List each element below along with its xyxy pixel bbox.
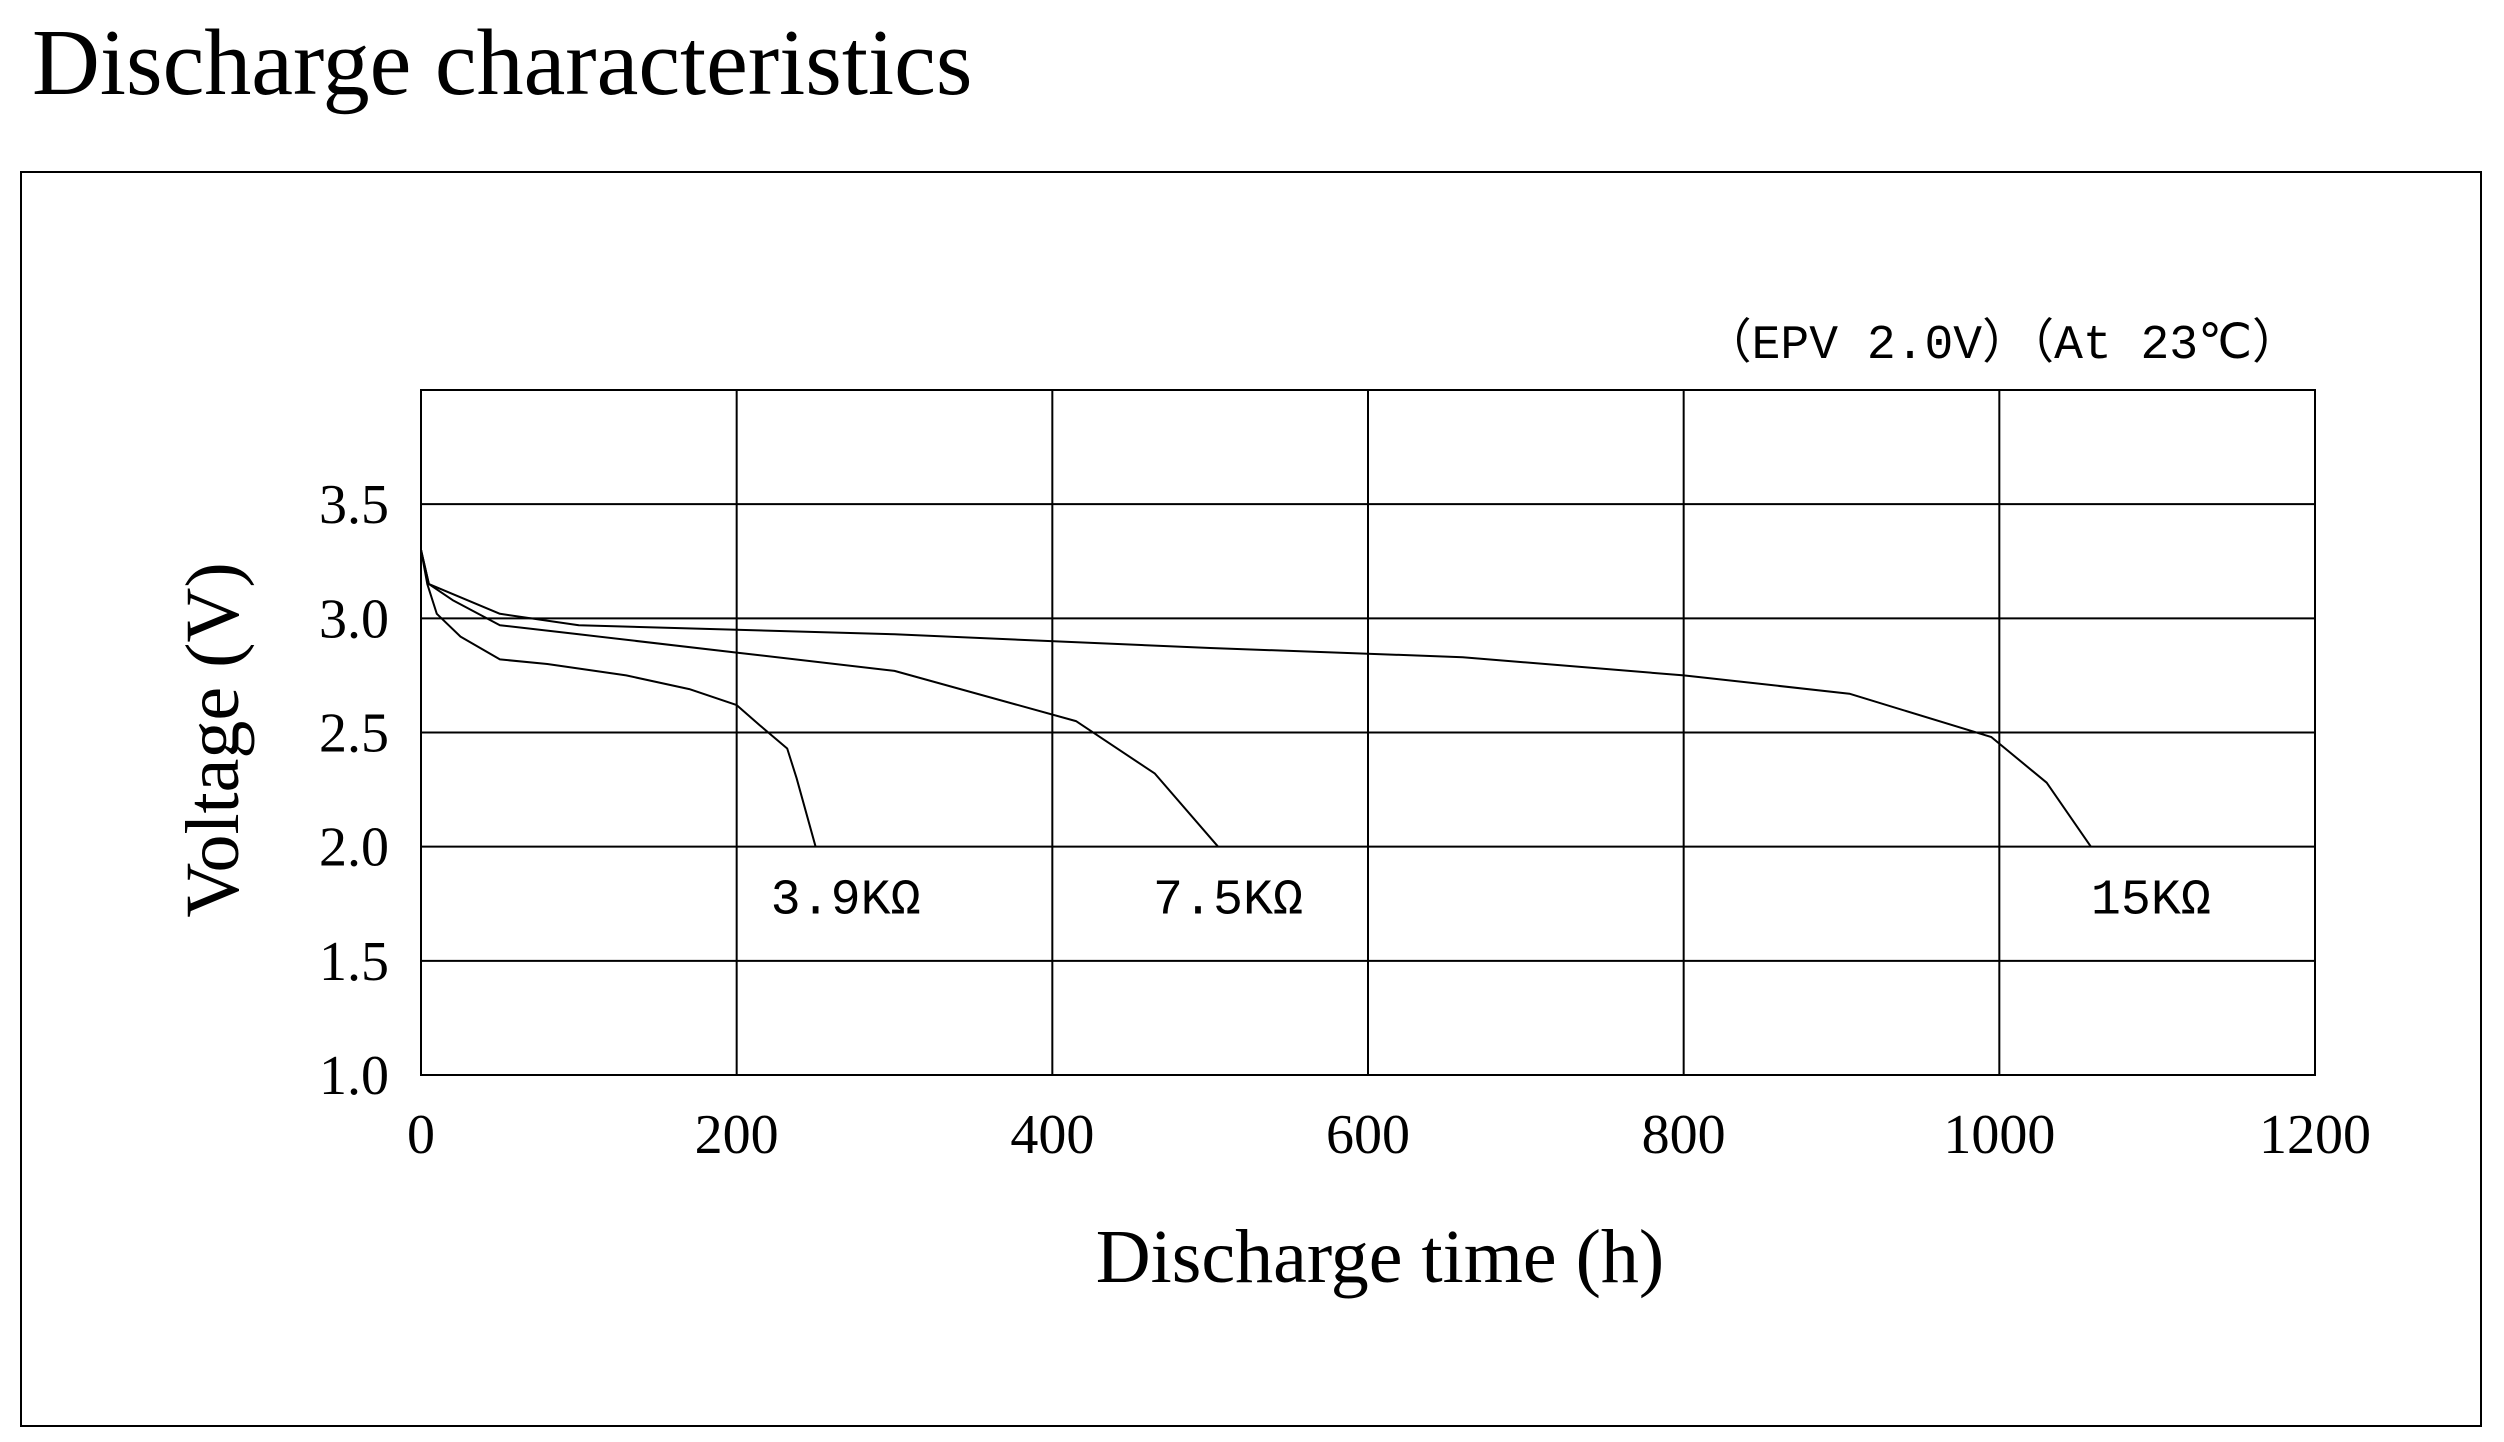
- y-tick-label: 1.0: [319, 1045, 389, 1107]
- series-end-label: 7.5KΩ: [1153, 873, 1303, 930]
- series-lines: [420, 549, 2092, 848]
- x-tick-label: 600: [1326, 1104, 1410, 1166]
- conditions-annotation: （EPV 2.0V）（At 23℃）: [1704, 317, 2300, 373]
- axes: [420, 389, 2316, 1076]
- series-end-label: 3.9KΩ: [771, 873, 921, 930]
- y-axis-title: Voltage (V): [171, 562, 255, 917]
- series-line: [420, 549, 2092, 848]
- tick-labels: 0 200 400 600 800 1000 1200 1.0 1.5 2.0 2.5 3.0 3.5: [319, 474, 2371, 1166]
- y-tick-label: 2.0: [319, 817, 389, 879]
- x-tick-label: 0: [407, 1104, 435, 1166]
- series-labels: 3.9KΩ 7.5KΩ 15KΩ: [771, 873, 2211, 930]
- plot-border: [420, 389, 2316, 1076]
- chart-frame: [20, 171, 2482, 1427]
- x-tick-label: 800: [1642, 1104, 1726, 1166]
- x-axis-title: Discharge time (h): [1096, 1215, 1664, 1299]
- y-tick-label: 3.0: [319, 588, 389, 650]
- series-end-label: 15KΩ: [2091, 873, 2211, 930]
- x-tick-label: 1200: [2259, 1104, 2371, 1166]
- x-tick-label: 400: [1010, 1104, 1094, 1166]
- y-tick-label: 1.5: [319, 931, 389, 993]
- y-tick-label: 2.5: [319, 703, 389, 765]
- series-line: [420, 549, 1219, 848]
- x-tick-label: 1000: [1943, 1104, 2055, 1166]
- x-tick-label: 200: [695, 1104, 779, 1166]
- series-line: [420, 549, 817, 847]
- y-tick-label: 3.5: [319, 474, 389, 536]
- page-title: Discharge characteristics: [32, 11, 973, 115]
- grid: [421, 390, 2315, 1075]
